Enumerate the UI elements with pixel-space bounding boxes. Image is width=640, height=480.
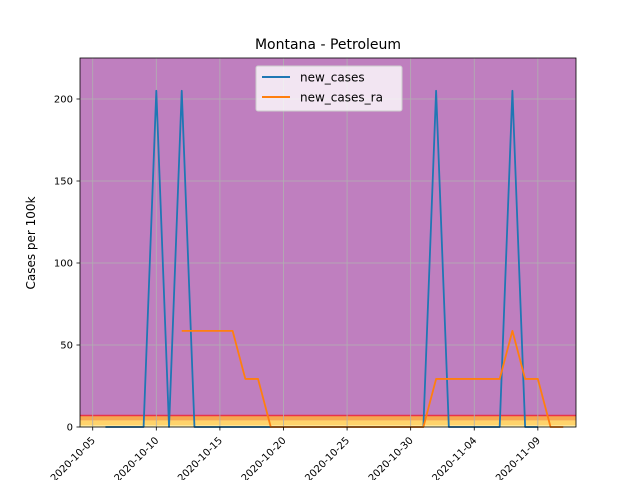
x-tick-label: 2020-11-09 [494, 435, 543, 480]
background-band [80, 420, 576, 426]
y-axis-label: Cases per 100k [24, 196, 38, 289]
y-tick-label: 0 [67, 423, 73, 434]
x-tick-label: 2020-10-15 [176, 435, 225, 480]
chart-title: Montana - Petroleum [255, 37, 401, 53]
x-tick-label: 2020-11-04 [430, 435, 479, 480]
plot-frame [79, 57, 577, 428]
x-tick-label: 2020-10-10 [113, 435, 162, 480]
y-tick-label: 200 [54, 95, 73, 106]
x-tick-label: 2020-10-05 [49, 435, 98, 480]
x-tick-label: 2020-10-25 [303, 435, 352, 480]
legend: new_cases new_cases_ra [255, 65, 403, 112]
y-tick-label: 50 [60, 341, 73, 352]
y-tick-label: 100 [54, 259, 73, 270]
x-tick-label: 2020-10-20 [240, 435, 289, 480]
background-band [80, 415, 576, 421]
legend-label: new_cases_ra [300, 91, 383, 105]
x-tick-label: 2020-10-30 [367, 435, 416, 480]
y-tick-label: 150 [54, 177, 73, 188]
legend-label: new_cases [300, 71, 365, 85]
legend-box [255, 65, 403, 112]
